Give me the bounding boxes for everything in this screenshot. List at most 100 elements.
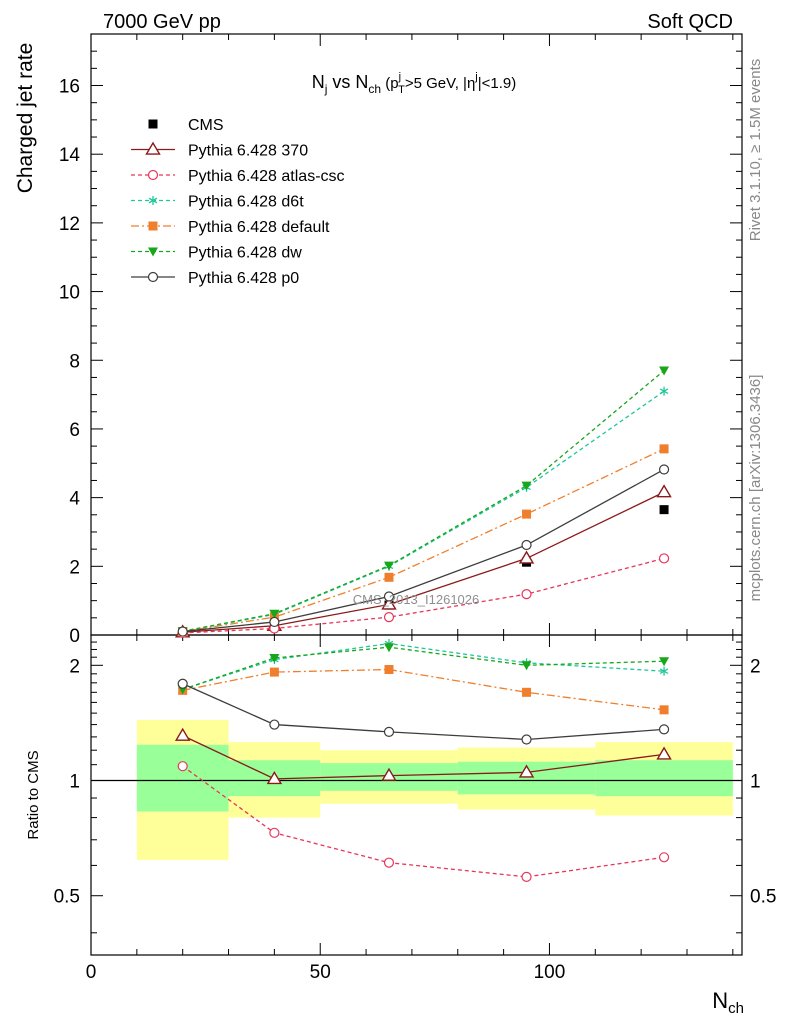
series-marker-5 bbox=[521, 481, 532, 491]
ratio-y-tick-label-right: 2 bbox=[750, 656, 761, 677]
legend-marker-6 bbox=[147, 271, 159, 283]
ratio-plot-frame bbox=[90, 634, 743, 956]
ratio-marker-2 bbox=[177, 761, 188, 772]
main-plot-title: Nj vs Nch (pj T>5 GeV, |ηj|<1.9) bbox=[312, 71, 517, 96]
rivet-label: Rivet 3.1.10, ≥ 1.5M events bbox=[747, 59, 764, 242]
ratio-y-tick-label-right: 1 bbox=[750, 772, 761, 793]
ratio-stat-band bbox=[595, 760, 733, 797]
series-marker-2 bbox=[521, 589, 532, 600]
main-y-tick-label: 4 bbox=[69, 489, 80, 510]
ratio-y-tick-label: 0.5 bbox=[54, 887, 80, 908]
main-y-tick-label: 6 bbox=[69, 420, 80, 441]
ratio-marker-2 bbox=[658, 852, 670, 863]
x-tick-label: 0 bbox=[86, 962, 97, 983]
main-y-tick-label: 16 bbox=[59, 77, 80, 98]
ratio-y-tick-label: 2 bbox=[69, 656, 80, 677]
main-y-tick-label: 0 bbox=[69, 626, 80, 647]
plot-frames bbox=[90, 33, 743, 956]
ratio-marker-2 bbox=[269, 827, 280, 838]
series-marker-5 bbox=[659, 366, 670, 376]
ratio-marker-1 bbox=[174, 727, 191, 741]
main-series-group bbox=[174, 366, 672, 639]
ratio-marker-5 bbox=[659, 657, 670, 667]
legend-label-4: Pythia 6.428 default bbox=[188, 219, 330, 236]
legend-marker-3 bbox=[148, 196, 158, 205]
series-marker-6 bbox=[521, 539, 532, 551]
analysis-watermark: CMS_2013_I1261026 bbox=[353, 592, 480, 607]
series-marker-4 bbox=[522, 509, 532, 519]
mcplots-label: mcplots.cern.ch [arXiv:1306.3436] bbox=[747, 375, 764, 602]
ratio-y-tick-label: 1 bbox=[69, 772, 80, 793]
ratio-marker-4 bbox=[659, 705, 669, 715]
legend-marker-4 bbox=[148, 221, 158, 231]
series-marker-5 bbox=[383, 561, 394, 571]
legend: CMS Pythia 6.428 370 Pythia 6.428 atlas-cs… bbox=[131, 117, 345, 287]
ratio-line-4 bbox=[182, 668, 665, 711]
series-marker-5 bbox=[269, 609, 280, 619]
ratio-marker-5 bbox=[269, 653, 280, 663]
ratio-marker-2 bbox=[383, 857, 395, 868]
ratio-marker-6 bbox=[383, 726, 395, 737]
ratio-stat-band bbox=[136, 744, 229, 812]
legend-label-2: Pythia 6.428 atlas-csc bbox=[188, 168, 345, 185]
main-y-tick-label: 8 bbox=[69, 351, 80, 372]
energy-label: 7000 GeV pp bbox=[103, 11, 221, 33]
x-tick-label: 50 bbox=[310, 962, 331, 983]
legend-marker-1 bbox=[145, 141, 161, 155]
ratio-marker-3 bbox=[659, 666, 669, 676]
series-marker-2 bbox=[383, 612, 395, 623]
series-marker-4 bbox=[384, 572, 394, 582]
legend-marker-2 bbox=[147, 169, 159, 181]
x-tick-label: 100 bbox=[534, 962, 566, 983]
ratio-marker-1 bbox=[266, 770, 283, 785]
series-line-6 bbox=[182, 468, 665, 633]
main-y-tick-label: 10 bbox=[59, 283, 80, 304]
ratio-marker-5 bbox=[521, 661, 532, 671]
process-label: Soft QCD bbox=[647, 11, 733, 33]
series-marker-6 bbox=[269, 616, 280, 628]
ratio-line-5 bbox=[182, 646, 665, 691]
main-y-tick-label: 2 bbox=[69, 557, 80, 578]
ratio-bands bbox=[91, 719, 742, 860]
ratio-line-3 bbox=[182, 642, 665, 691]
ratio-marker-6 bbox=[177, 678, 188, 689]
legend-label-6: Pythia 6.428 p0 bbox=[188, 270, 299, 287]
series-marker-4 bbox=[659, 444, 669, 454]
legend-label-0: CMS bbox=[188, 117, 224, 134]
series-marker-3 bbox=[659, 386, 669, 396]
ratio-line-6 bbox=[182, 683, 665, 741]
main-y-tick-label: 12 bbox=[59, 214, 80, 235]
ratio-marker-6 bbox=[658, 724, 670, 735]
axis-ticks bbox=[90, 33, 742, 955]
ratio-marker-6 bbox=[521, 734, 532, 745]
legend-marker-5 bbox=[148, 247, 158, 257]
series-marker-6 bbox=[177, 626, 188, 637]
ratio-marker-4 bbox=[384, 665, 394, 675]
main-y-tick-label: 14 bbox=[59, 145, 81, 166]
ratio-y-tick-label-right: 0.5 bbox=[750, 887, 776, 908]
ratio-y-axis-label: Ratio to CMS bbox=[25, 750, 42, 839]
ratio-marker-1 bbox=[656, 746, 672, 760]
legend-label-3: Pythia 6.428 d6t bbox=[188, 194, 304, 211]
series-marker-6 bbox=[383, 591, 395, 602]
legend-marker-0 bbox=[148, 119, 158, 129]
cms-data-point bbox=[659, 505, 669, 515]
ratio-marker-4 bbox=[269, 667, 279, 677]
series-marker-1 bbox=[518, 550, 535, 564]
series-marker-2 bbox=[658, 553, 670, 564]
ratio-marker-2 bbox=[521, 871, 532, 882]
ratio-marker-5 bbox=[383, 643, 394, 653]
ratio-series-group bbox=[174, 639, 672, 882]
legend-label-5: Pythia 6.428 dw bbox=[188, 245, 302, 262]
ratio-marker-4 bbox=[522, 687, 532, 697]
legend-label-1: Pythia 6.428 370 bbox=[188, 143, 308, 160]
series-marker-6 bbox=[658, 464, 670, 475]
main-y-axis-label: Charged jet rate bbox=[14, 43, 37, 194]
series-marker-1 bbox=[381, 596, 397, 610]
series-marker-1 bbox=[656, 484, 672, 498]
ratio-marker-6 bbox=[269, 719, 280, 730]
x-axis-label: Nch bbox=[712, 988, 744, 1017]
ratio-marker-1 bbox=[518, 764, 535, 778]
